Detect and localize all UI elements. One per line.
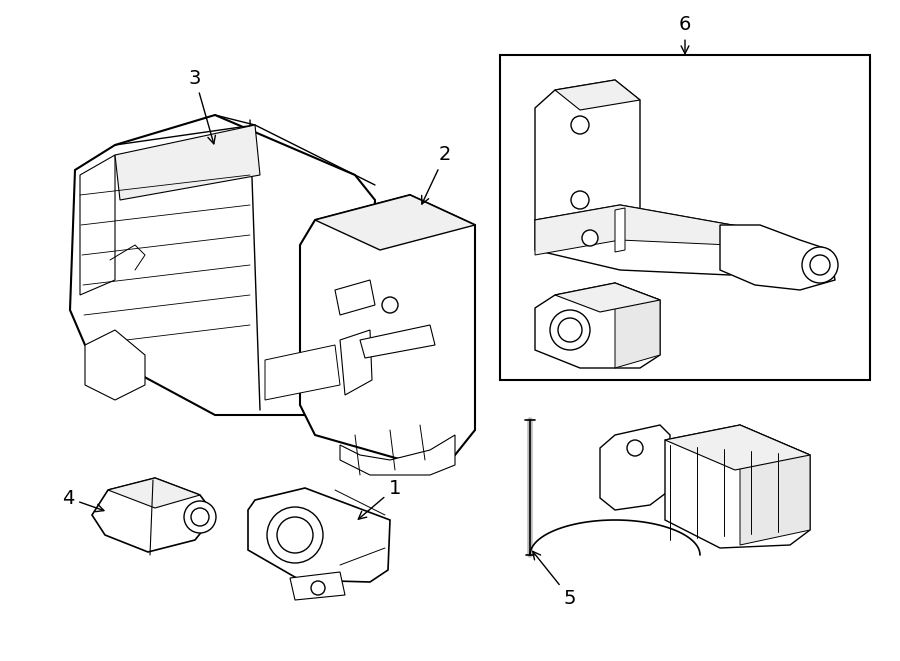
Polygon shape [500,55,870,380]
Text: 6: 6 [679,15,691,54]
Circle shape [558,318,582,342]
Polygon shape [555,80,640,110]
Circle shape [810,255,830,275]
Polygon shape [340,435,455,475]
Polygon shape [115,125,260,200]
Circle shape [311,581,325,595]
Polygon shape [535,205,760,255]
Polygon shape [535,80,640,240]
Circle shape [184,501,216,533]
Circle shape [802,247,838,283]
Circle shape [571,116,589,134]
Polygon shape [85,330,145,400]
Polygon shape [315,195,475,250]
Polygon shape [720,225,835,290]
Text: 2: 2 [421,145,451,204]
Polygon shape [740,425,810,545]
Polygon shape [248,488,390,582]
Circle shape [582,230,598,246]
Polygon shape [535,205,760,275]
Polygon shape [615,208,625,252]
Polygon shape [340,330,372,395]
Polygon shape [360,325,435,358]
Circle shape [277,517,313,553]
Polygon shape [555,283,660,312]
Text: 1: 1 [358,479,401,519]
Polygon shape [300,195,475,465]
Polygon shape [265,345,340,400]
Circle shape [382,297,398,313]
Circle shape [267,507,323,563]
Polygon shape [108,478,200,508]
Circle shape [627,440,643,456]
Polygon shape [665,425,810,470]
Polygon shape [335,280,375,315]
Text: 3: 3 [189,69,215,144]
Polygon shape [535,283,660,368]
Circle shape [550,310,590,350]
Polygon shape [615,283,660,368]
Circle shape [191,508,209,526]
Polygon shape [290,572,345,600]
Polygon shape [70,115,375,415]
Polygon shape [92,478,215,552]
Polygon shape [80,155,115,295]
Text: 5: 5 [533,551,576,607]
Text: 4: 4 [62,488,104,512]
Circle shape [571,191,589,209]
Polygon shape [665,425,810,548]
Polygon shape [600,425,670,510]
